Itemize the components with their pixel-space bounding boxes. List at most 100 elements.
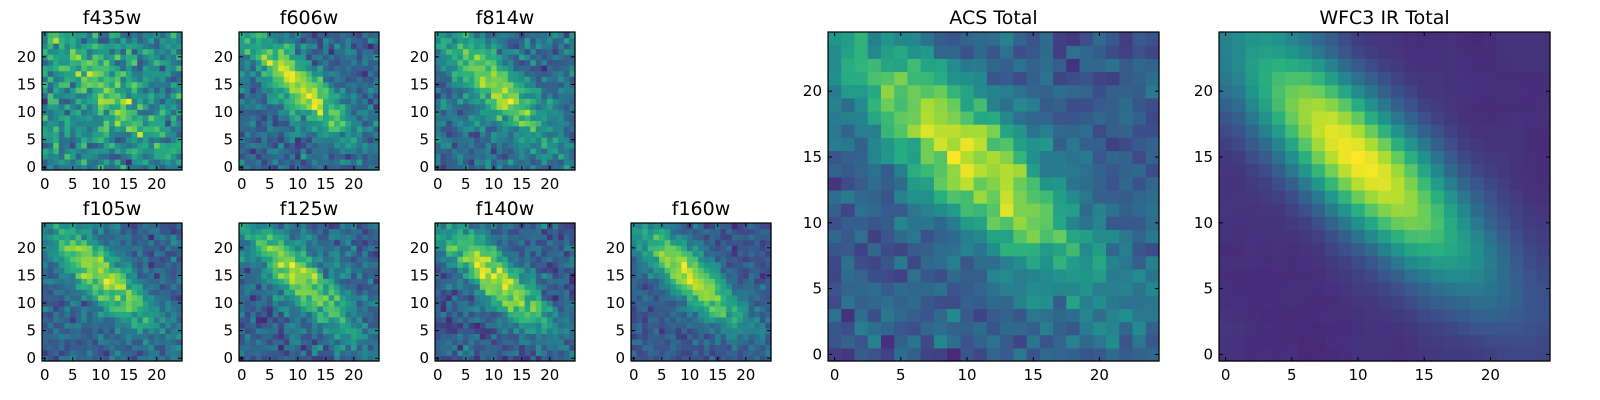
heatmap-cell [468,267,475,274]
heatmap-cell [98,153,105,160]
heatmap-cell [272,147,279,155]
heatmap-cell [75,54,82,61]
heatmap-cell [58,87,65,94]
heatmap-cell [98,261,105,268]
x-tick-label: 10 [484,366,503,384]
heatmap-cell [535,114,542,121]
heatmap-cell [159,355,166,362]
heatmap-cell [530,65,537,72]
heatmap-cell [323,81,330,88]
heatmap-cell [98,250,105,257]
heatmap-cell [70,37,77,44]
heatmap-cell [535,300,542,307]
heatmap-cell [75,76,82,83]
heatmap-cell [92,48,99,55]
heatmap-cell [255,239,262,246]
heatmap-cell [451,234,458,241]
heatmap-cell [507,256,514,263]
heatmap-cell [485,305,492,312]
heatmap-cell [647,355,654,362]
heatmap-cell [440,278,447,285]
heatmap-cell [647,256,654,263]
heatmap-cell [1066,189,1081,204]
heatmap-cell [670,256,677,263]
heatmap-cell [103,125,110,132]
heatmap-cell [114,54,121,61]
heatmap-cell [907,282,922,296]
heatmap-cell [47,272,54,279]
heatmap-cell [687,349,694,357]
heatmap-cell [502,131,509,138]
heatmap-cell [1119,255,1134,270]
heatmap-cell [485,278,492,285]
heatmap-cell [278,32,285,39]
heatmap-cell [120,37,127,44]
heatmap-cell [47,239,54,246]
heatmap-cell [81,355,88,362]
heatmap-cell [759,256,766,263]
heatmap-cell [53,283,60,290]
heatmap-cell [58,327,65,334]
heatmap-cell [367,349,374,357]
heatmap-cell [42,125,49,132]
heatmap-cell [1145,308,1160,323]
heatmap-cell [485,311,492,318]
heatmap-cell [485,261,492,268]
heatmap-cell [1000,242,1014,257]
heatmap-cell [75,234,82,241]
heatmap-cell [894,150,909,165]
heatmap-cell [485,267,492,274]
heatmap-cell [653,316,660,323]
heatmap-cell [541,158,548,166]
heatmap-cell [323,43,330,50]
heatmap-cell [457,294,464,301]
heatmap-cell [98,300,105,307]
heatmap-cell [530,344,537,351]
heatmap-cell [165,239,172,246]
heatmap-cell [491,98,498,105]
heatmap-cell [176,147,183,155]
heatmap-cell [1013,334,1028,349]
heatmap-cell [468,142,475,149]
heatmap-cell [170,283,177,290]
heatmap-cell [681,311,688,318]
heatmap-cell [317,278,324,285]
heatmap-cell [356,70,363,77]
heatmap-cell [960,321,975,336]
heatmap-cell [558,256,565,263]
heatmap-cell [120,147,127,155]
heatmap-cell [457,37,464,44]
heatmap-cell [631,305,638,312]
heatmap-cell [828,229,842,244]
heatmap-cell [1092,163,1107,178]
heatmap-cell [109,92,116,99]
heatmap-cell [64,245,71,252]
heatmap-cell [272,153,279,160]
heatmap-cell [828,334,842,349]
heatmap-cell [154,267,161,274]
heatmap-cell [765,228,772,235]
heatmap-cell [541,289,548,296]
heatmap-cell [440,223,447,230]
heatmap-cell [64,322,71,329]
heatmap-cell [137,65,144,72]
heatmap-cell [636,223,643,230]
heatmap-cell [367,272,374,279]
heatmap-cell [541,164,548,171]
heatmap-cell [720,289,727,296]
heatmap-cell [703,261,710,268]
heatmap-cell [98,120,105,127]
heatmap-cell [339,87,346,94]
heatmap-cell [491,338,498,346]
heatmap-cell [306,136,313,143]
heatmap-cell [47,245,54,252]
heatmap-cell [743,338,750,346]
heatmap-cell [159,158,166,166]
heatmap-cell [530,164,537,171]
heatmap-cell [165,76,172,83]
heatmap-cell [42,239,49,246]
heatmap-cell [524,322,531,329]
heatmap-cell [759,278,766,285]
heatmap-cell [440,98,447,105]
heatmap-cell [176,344,183,351]
